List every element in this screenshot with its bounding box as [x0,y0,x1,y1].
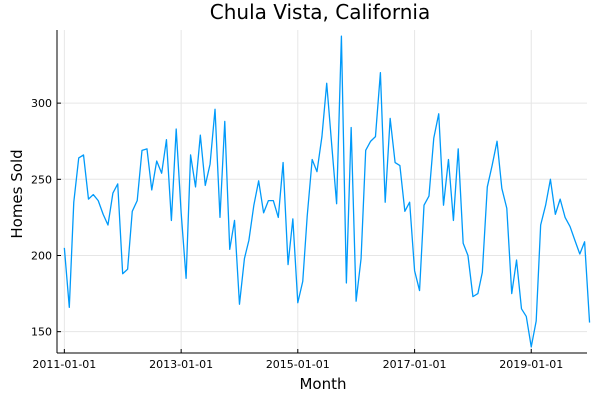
grid [57,30,587,353]
chart-title: Chula Vista, California [210,0,431,24]
y-tick-label: 150 [31,326,52,339]
x-axis-label: Month [299,375,346,393]
y-tick-label: 250 [31,173,52,186]
x-tick-label: 2019-01-01 [499,358,563,371]
x-tick-label: 2013-01-01 [149,358,213,371]
y-axis-label: Homes Sold [8,149,26,238]
series-line [63,35,591,348]
axes [56,30,587,354]
x-tick-label: 2017-01-01 [383,358,447,371]
x-tick-label: 2015-01-01 [266,358,330,371]
y-tick-label: 300 [31,97,52,110]
x-tick-label: 2011-01-01 [32,358,96,371]
tick-labels: 150 200 250 300 2011-01-01 2013-01-01 2015-01-… [31,97,563,371]
y-tick-label: 200 [31,249,52,262]
series-group [63,35,591,348]
